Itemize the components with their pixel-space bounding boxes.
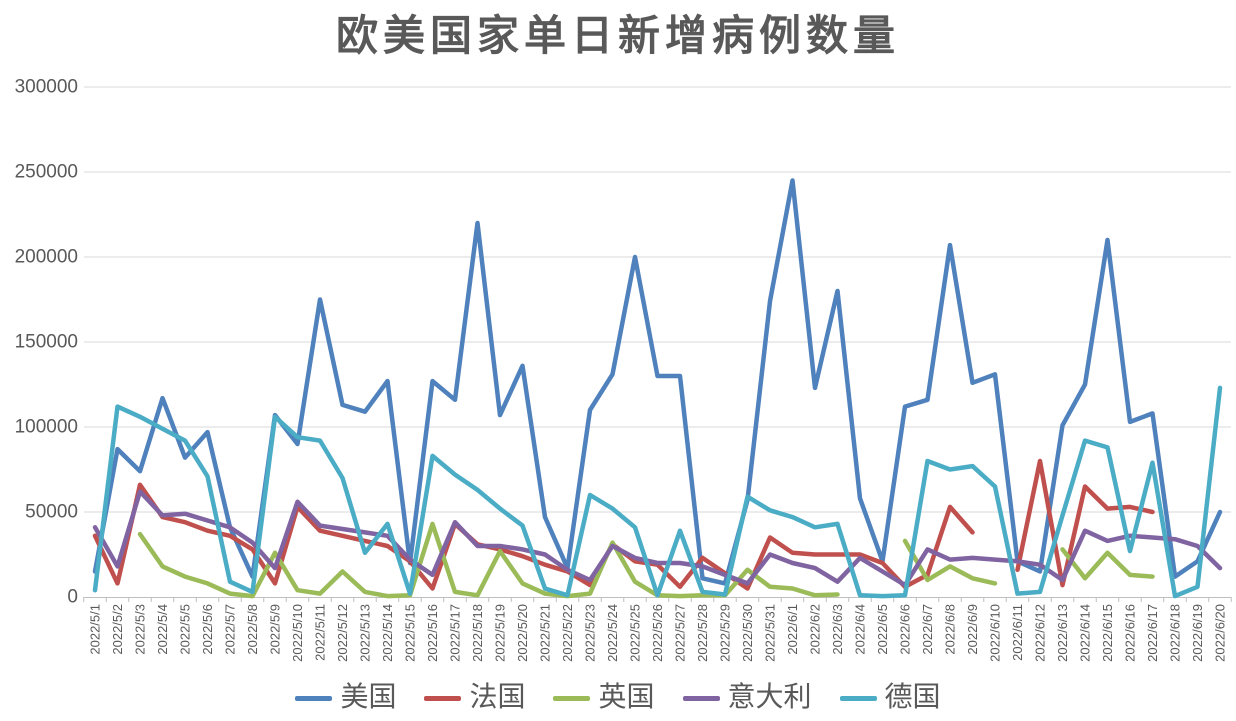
series-italy	[92, 489, 1223, 588]
x-axis-label: 2022/5/30	[740, 604, 755, 662]
x-axis-label: 2022/5/3	[133, 604, 148, 655]
legend-label-uk: 英国	[598, 682, 655, 713]
x-axis-label: 2022/5/5	[178, 604, 193, 655]
chart-title: 欧美国家单日新增病例数量	[335, 14, 900, 60]
y-axis-label: 250000	[15, 162, 78, 183]
x-axis-label: 2022/6/2	[808, 604, 823, 655]
series-germany	[92, 385, 1223, 599]
x-axis-label: 2022/5/11	[313, 604, 328, 661]
y-axis-labels: 0 50000 100000 150000 200000 250000 300000	[15, 77, 78, 608]
x-axis-label: 2022/6/10	[988, 604, 1003, 662]
x-axis-label: 2022/5/6	[200, 604, 215, 655]
y-axis-label: 0	[67, 587, 78, 608]
legend-marker-germany	[839, 695, 877, 701]
x-axis-label: 2022/6/14	[1078, 604, 1093, 662]
x-axis-label: 2022/6/20	[1213, 604, 1228, 662]
x-axis-label: 2022/5/23	[583, 604, 598, 662]
legend-label-usa: 美国	[340, 682, 397, 713]
y-axis-label: 200000	[15, 247, 78, 268]
x-axis-label: 2022/5/22	[560, 604, 575, 662]
x-axis-label: 2022/5/18	[470, 604, 485, 662]
series-line-uk	[1060, 547, 1155, 581]
series-line-germany	[92, 385, 1223, 599]
x-axis-label: 2022/6/15	[1100, 604, 1115, 662]
legend-marker-italy	[682, 695, 720, 701]
x-axis-label: 2022/5/12	[335, 604, 350, 662]
x-axis-label: 2022/6/6	[898, 604, 913, 655]
legend-marker-france	[424, 695, 462, 701]
y-axis-label: 50000	[25, 502, 78, 523]
x-axis-label: 2022/6/18	[1168, 604, 1183, 662]
x-axis-labels: 2022/5/1 2022/5/2 2022/5/3 2022/5/4 2022/5/5…	[88, 604, 1228, 662]
legend-marker-usa	[295, 695, 333, 701]
series-line-italy	[92, 489, 1223, 588]
legend-label-france: 法国	[469, 682, 526, 713]
x-axis-label: 2022/6/1	[785, 604, 800, 655]
y-axis-label: 100000	[15, 417, 78, 438]
x-axis-label: 2022/5/1	[88, 604, 103, 655]
x-axis-label: 2022/5/17	[448, 604, 463, 662]
x-axis-label: 2022/5/8	[245, 604, 260, 655]
x-axis-label: 2022/5/19	[493, 604, 508, 662]
x-axis-label: 2022/5/7	[223, 604, 238, 655]
x-axis-label: 2022/6/5	[875, 604, 890, 655]
x-axis-label: 2022/5/13	[358, 604, 373, 662]
x-axis-label: 2022/5/28	[695, 604, 710, 662]
x-axis	[83, 597, 1232, 602]
legend-item-usa: 美国	[295, 684, 396, 712]
x-axis-label: 2022/6/3	[830, 604, 845, 655]
x-axis-label: 2022/5/24	[605, 604, 620, 662]
x-axis-label: 2022/5/15	[403, 604, 418, 662]
legend-item-france: 法国	[424, 684, 525, 712]
x-axis-label: 2022/5/25	[628, 604, 643, 662]
x-axis-label: 2022/5/2	[110, 604, 125, 655]
legend-item-uk: 英国	[553, 682, 655, 713]
x-axis-label: 2022/6/12	[1033, 604, 1048, 662]
x-axis-label: 2022/6/4	[853, 604, 868, 655]
x-axis-label: 2022/6/19	[1190, 604, 1205, 662]
series-line-uk	[902, 538, 998, 586]
x-axis-label: 2022/5/14	[380, 604, 395, 662]
x-axis-label: 2022/5/27	[673, 604, 688, 662]
x-axis-label: 2022/5/26	[650, 604, 665, 662]
x-axis-label: 2022/5/9	[268, 604, 283, 655]
x-axis-label: 2022/6/11	[1010, 604, 1025, 661]
legend-marker-uk	[553, 695, 591, 701]
x-axis-label: 2022/5/29	[718, 604, 733, 662]
legend-item-italy: 意大利	[682, 682, 812, 713]
y-axis-label: 150000	[15, 332, 78, 353]
legend: 美国 法国 英国 意大利 德国	[0, 676, 1236, 720]
x-axis-label: 2022/5/20	[515, 604, 530, 662]
x-axis-label: 2022/5/21	[538, 604, 553, 662]
legend-label-germany: 德国	[884, 682, 941, 713]
legend-item-germany: 德国	[839, 682, 941, 713]
x-axis-label: 2022/6/17	[1145, 604, 1160, 662]
x-axis-label: 2022/5/16	[425, 604, 440, 662]
y-axis-label: 300000	[15, 77, 78, 98]
series-line-france	[1015, 458, 1155, 588]
x-axis-label: 2022/5/10	[290, 604, 305, 662]
x-axis-label: 2022/5/4	[155, 604, 170, 655]
x-axis-label: 2022/6/16	[1123, 604, 1138, 662]
legend-label-italy: 意大利	[727, 682, 812, 713]
x-axis-label: 2022/6/8	[943, 604, 958, 655]
x-axis-label: 2022/5/31	[763, 604, 778, 662]
x-axis-label: 2022/6/9	[965, 604, 980, 655]
x-axis-label: 2022/6/7	[920, 604, 935, 655]
x-axis-label: 2022/6/13	[1055, 604, 1070, 662]
